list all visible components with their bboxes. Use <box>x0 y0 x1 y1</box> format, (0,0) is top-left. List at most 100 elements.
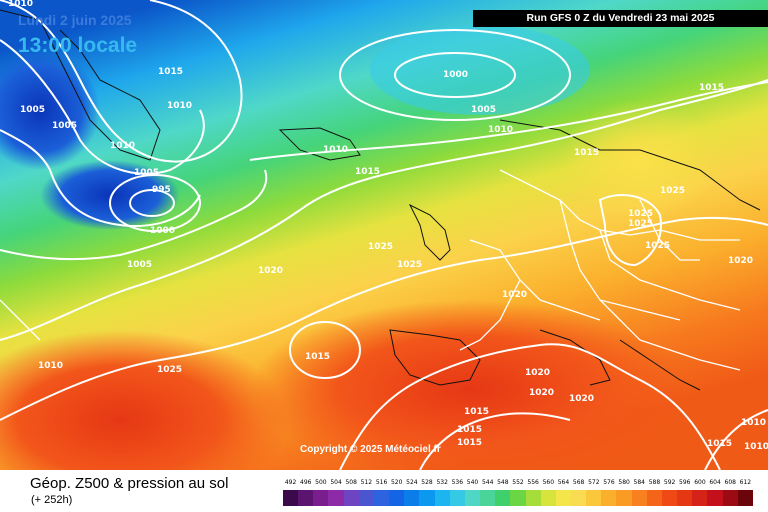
color-scale-swatch <box>358 490 374 506</box>
color-scale-label: 568 <box>572 479 585 486</box>
low-core-iceland <box>40 160 180 230</box>
color-scale-label: 596 <box>679 479 691 486</box>
color-scale-label: 504 <box>330 479 342 486</box>
isobar-label: 1010 <box>8 0 33 9</box>
color-scale-label: 612 <box>739 479 752 486</box>
isobar-label: 1025 <box>157 365 182 375</box>
color-scale-label: 492 <box>284 479 297 486</box>
isobar-label: 1015 <box>464 407 489 417</box>
color-scale-label: 580 <box>618 479 630 486</box>
color-scale-label: 584 <box>633 479 645 486</box>
forecast-time: 13:00 locale <box>18 34 138 57</box>
color-scale-label: 572 <box>588 479 600 486</box>
color-scale-label: 560 <box>542 479 555 486</box>
isobar-label: 1000 <box>443 70 468 80</box>
isobar-label: 1015 <box>574 148 599 158</box>
isobar-label: 1015 <box>305 352 330 362</box>
color-scale-label: 524 <box>406 479 418 486</box>
isobar-label: 1025 <box>397 260 422 270</box>
isobar-label: 1010 <box>167 101 192 111</box>
isobar-label: 1015 <box>457 438 482 448</box>
isobar-label: 1010 <box>110 141 135 151</box>
color-scale-swatch <box>343 490 359 506</box>
color-scale-label: 576 <box>603 479 615 486</box>
isobar-labels: 1010 1015 1010 1005 1005 1010 1005 995 1… <box>8 0 768 452</box>
color-scale-swatch <box>570 490 587 506</box>
isobar-label: 1020 <box>529 388 554 398</box>
legend-panel: Géop. Z500 & pression au sol (+ 252h) 49… <box>0 470 768 512</box>
color-scale-bar <box>283 490 753 506</box>
cyan-high-north <box>370 25 590 115</box>
isobar-label: 1005 <box>20 105 45 115</box>
isobar-label: 1010 <box>38 361 63 371</box>
isobar-label: 1020 <box>525 368 550 378</box>
isobar-label: 1015 <box>158 67 183 77</box>
color-scale-swatch <box>722 490 738 506</box>
isobar-label: 1015 <box>699 83 724 93</box>
color-scale-swatch <box>661 490 678 506</box>
color-scale-swatch <box>525 490 541 506</box>
color-scale-swatch <box>586 490 602 506</box>
isobar-label: 1010 <box>488 125 513 135</box>
legend-subtitle: (+ 252h) <box>31 494 73 506</box>
color-scale-swatch <box>434 490 450 506</box>
heat-core-mediterranean <box>250 300 690 470</box>
weather-map: 1010 1015 1010 1005 1005 1010 1005 995 1… <box>0 0 768 470</box>
color-scale-swatch <box>616 490 632 506</box>
isobar-label: 1000 <box>150 226 175 236</box>
color-scale-label: 564 <box>557 479 570 486</box>
color-scale-swatch <box>646 490 662 506</box>
isobar-label: 1020 <box>258 266 283 276</box>
isobar-label: 1005 <box>127 260 152 270</box>
color-scale-swatch <box>692 490 708 506</box>
color-scale-swatch <box>480 490 496 506</box>
heat-core-atlantic <box>0 330 290 470</box>
color-scale-label: 532 <box>436 479 448 486</box>
color-scale-swatch <box>737 490 753 506</box>
low-core-west <box>0 50 100 170</box>
color-scale-label: 516 <box>375 479 388 486</box>
isobar-label: 995 <box>152 185 171 195</box>
color-scale-label: 520 <box>390 479 403 486</box>
isobar-label: 1020 <box>728 256 753 266</box>
isobar-label: 1010 <box>744 442 768 452</box>
isobar-label: 1025 <box>660 186 685 196</box>
color-scale-swatch <box>495 490 511 506</box>
borders <box>0 169 741 371</box>
color-scale-swatch <box>404 490 420 506</box>
color-scale-swatch <box>601 490 617 506</box>
color-scale-swatch <box>677 490 693 506</box>
color-scale-swatch <box>707 490 723 506</box>
color-scale-swatch <box>540 490 556 506</box>
color-scale-swatch <box>283 490 299 506</box>
copyright: Copyright © 2025 Météociel.fr <box>300 444 441 455</box>
isobar-label: 1020 <box>569 394 594 404</box>
color-scale-swatch <box>510 490 526 506</box>
color-scale-label: 556 <box>527 479 539 486</box>
color-scale-swatch <box>464 490 481 506</box>
coastlines <box>0 9 761 391</box>
isobar-label: 1025 <box>368 242 393 252</box>
color-scale-label: 552 <box>512 479 524 486</box>
yellow-blob-northeast <box>560 100 720 220</box>
color-scale-swatch <box>419 490 435 506</box>
isobar-label: 1005 <box>134 168 159 178</box>
run-info: Run GFS 0 Z du Vendredi 23 mai 2025 <box>473 10 768 27</box>
color-scale-labels: 492 496 500 504 508 512 516 520 524 528 532 536 540 5… <box>283 479 753 489</box>
isobar-label: 1015 <box>457 425 482 435</box>
color-scale-label: 500 <box>315 479 327 486</box>
isobar-label: 1010 <box>741 418 766 428</box>
isobar-label: 1010 <box>323 145 348 155</box>
color-scale-label: 528 <box>421 479 433 486</box>
isobar-label: 1005 <box>52 121 77 131</box>
forecast-date: Lundi 2 juin 2025 <box>18 12 132 28</box>
legend-title: Géop. Z500 & pression au sol <box>30 475 229 492</box>
isobar-label: 1020 <box>502 290 527 300</box>
color-scale-label: 508 <box>345 479 357 486</box>
color-scale-swatch <box>389 490 405 506</box>
isobar-label: 1025 <box>645 241 670 251</box>
color-scale-swatch <box>631 490 647 506</box>
color-scale-swatch <box>313 490 329 506</box>
color-scale-label: 608 <box>724 479 736 486</box>
isobar-label: 1025 <box>628 219 653 229</box>
